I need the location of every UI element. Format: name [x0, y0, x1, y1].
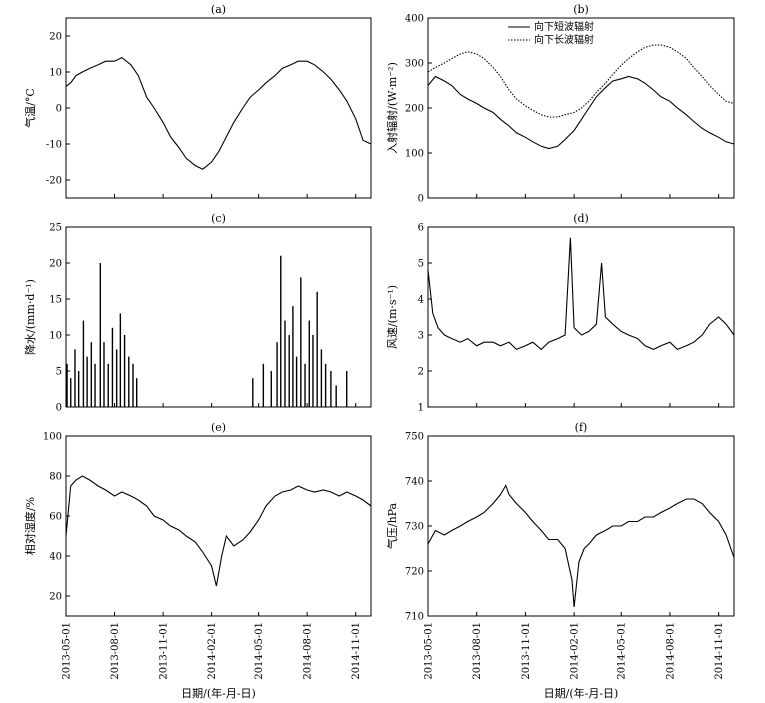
- panel-label: (f): [575, 421, 588, 434]
- y-tick-label: 15: [49, 295, 62, 306]
- y-tick-label: 0: [56, 403, 62, 414]
- panel-label: (d): [573, 212, 589, 225]
- series-line-1: [65, 56, 372, 170]
- x-tick-label: 2014-11-01: [351, 622, 362, 680]
- y-tick-label: 720: [405, 567, 424, 578]
- series-line-2: [427, 44, 735, 118]
- plot-frame: [427, 435, 735, 617]
- y-tick-label: 20: [49, 592, 62, 603]
- panel-f: (f) 710 720 730 740 750 2013-05-01 2013-08-01 20…: [385, 421, 735, 680]
- y-tick-label: 400: [405, 14, 424, 25]
- x-tick-label: 2014-08-01: [665, 622, 676, 680]
- panel-label: (a): [211, 3, 226, 16]
- y-tick-label: -10: [46, 140, 62, 151]
- y-tick-label: 3: [418, 331, 424, 342]
- plot-frame: [427, 226, 735, 408]
- y-tick-label: 300: [405, 59, 424, 70]
- y-tick-label: 1: [418, 403, 424, 414]
- y-tick-label: 2: [418, 367, 424, 378]
- y-tick-label: 60: [49, 512, 62, 523]
- series-line-1: [427, 237, 735, 351]
- panel-label: (c): [211, 212, 226, 225]
- panel-c: (c) 0 5 10 15 20 25 降水/(mm·d⁻¹): [23, 212, 372, 414]
- y-tick-label: 5: [56, 367, 62, 378]
- x-axis-label: 日期/(年-月-日): [181, 686, 256, 700]
- x-tick-label: 2014-11-01: [714, 622, 725, 680]
- y-tick-label: 750: [405, 432, 424, 443]
- y-tick-label: 20: [49, 32, 62, 43]
- y-tick-label: 0: [418, 194, 424, 205]
- y-tick-label: 40: [49, 552, 62, 563]
- y-tick-label: 5: [418, 259, 424, 270]
- y-axis-label: 风速/(m·s⁻¹): [386, 285, 399, 349]
- y-tick-label: 25: [49, 223, 62, 234]
- y-tick-label: 4: [418, 295, 424, 306]
- plot-frame: [65, 226, 372, 408]
- y-tick-label: 10: [49, 68, 62, 79]
- y-axis-label: 相对湿度/%: [23, 497, 37, 555]
- series-line-1: [427, 484, 735, 608]
- x-tick-label: 2013-11-01: [159, 622, 170, 680]
- y-axis-label: 降水/(mm·d⁻¹): [23, 279, 37, 355]
- panel-a: (a) -20 -10 0 10 20 气温/°C: [23, 3, 372, 199]
- x-tick-label: 2013-05-01: [62, 622, 73, 680]
- y-tick-label: 20: [49, 259, 62, 270]
- x-tick-label: 2014-05-01: [617, 622, 628, 680]
- y-tick-label: -20: [46, 176, 62, 187]
- y-tick-label: 0: [56, 104, 62, 115]
- x-tick-label: 2014-02-01: [570, 622, 581, 680]
- x-tick-label: 2013-08-01: [472, 622, 483, 680]
- y-tick-label: 6: [418, 223, 424, 234]
- y-tick-label: 730: [405, 522, 424, 533]
- y-tick-label: 200: [405, 104, 424, 115]
- panel-e: (e) 20 40 60 80 100 2013-05-01 2013-08-01 2013-1…: [23, 421, 372, 680]
- panel-d: (d) 1 2 3 4 5 6 风速/(m·s⁻¹): [386, 212, 735, 414]
- legend-entry: 向下短波辐射: [534, 20, 594, 33]
- y-axis-label: 气温/°C: [23, 88, 37, 128]
- x-tick-label: 2013-08-01: [110, 622, 121, 680]
- panel-label: (b): [573, 3, 589, 16]
- x-tick-label: 2014-08-01: [303, 622, 314, 680]
- y-tick-label: 100: [43, 432, 62, 443]
- series-line-1: [65, 475, 372, 587]
- y-tick-label: 100: [405, 149, 424, 160]
- x-axis-label: 日期/(年-月-日): [544, 686, 619, 700]
- x-tick-label: 2014-02-01: [207, 622, 218, 680]
- panel-label: (e): [211, 421, 226, 434]
- plot-frame: [65, 17, 372, 199]
- y-axis-label: 入射辐射/(W·m⁻²): [385, 62, 399, 154]
- series-line-1: [427, 75, 735, 150]
- x-tick-label: 2013-05-01: [424, 622, 435, 680]
- y-tick-label: 710: [405, 612, 424, 623]
- y-tick-label: 10: [49, 331, 62, 342]
- y-tick-label: 80: [49, 472, 62, 483]
- x-tick-label: 2014-05-01: [254, 622, 265, 680]
- y-tick-label: 740: [405, 477, 424, 488]
- x-tick-label: 2013-11-01: [521, 622, 532, 680]
- y-axis-label: 气压/hPa: [385, 502, 399, 549]
- legend-entry: 向下长波辐射: [534, 33, 594, 46]
- plot-frame: [65, 435, 372, 617]
